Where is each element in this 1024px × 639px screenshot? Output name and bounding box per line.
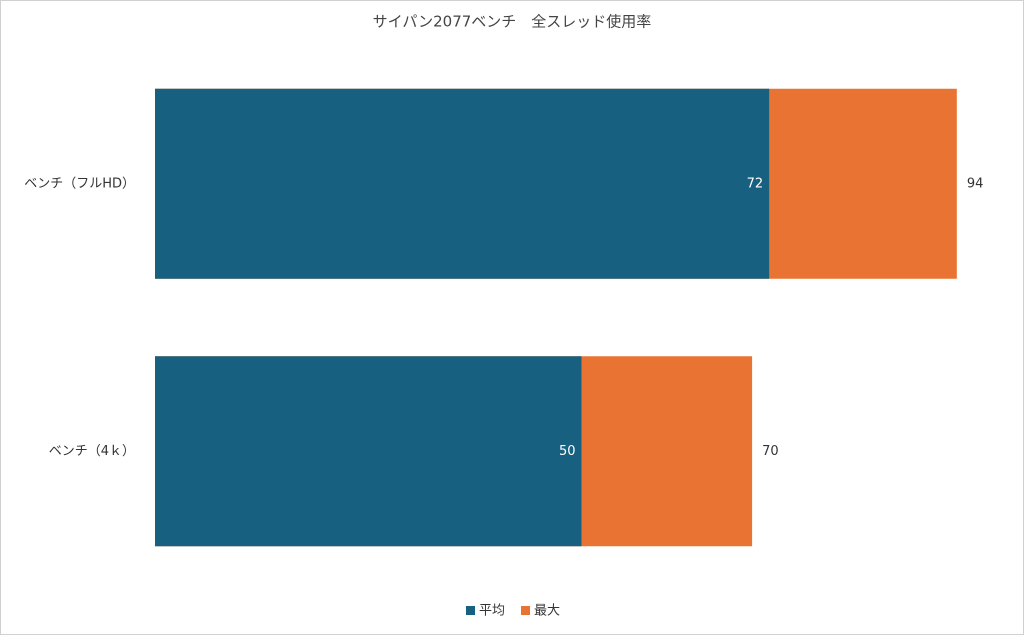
value-label: 72 [747, 176, 764, 191]
value-label: 94 [967, 176, 984, 191]
value-label: 70 [762, 444, 779, 459]
value-label: 50 [559, 444, 576, 459]
chart-title: サイパン2077ベンチ 全スレッド使用率 [373, 13, 652, 31]
legend-label: 最大 [534, 604, 560, 619]
y-tick-label: ベンチ（フルHD） [24, 176, 135, 191]
bar [155, 356, 582, 547]
legend-swatch [466, 606, 475, 615]
legend-swatch [521, 606, 531, 615]
y-tick-label: ベンチ（4ｋ） [49, 444, 135, 459]
legend-label: 平均 [479, 604, 505, 619]
bar [155, 88, 770, 279]
